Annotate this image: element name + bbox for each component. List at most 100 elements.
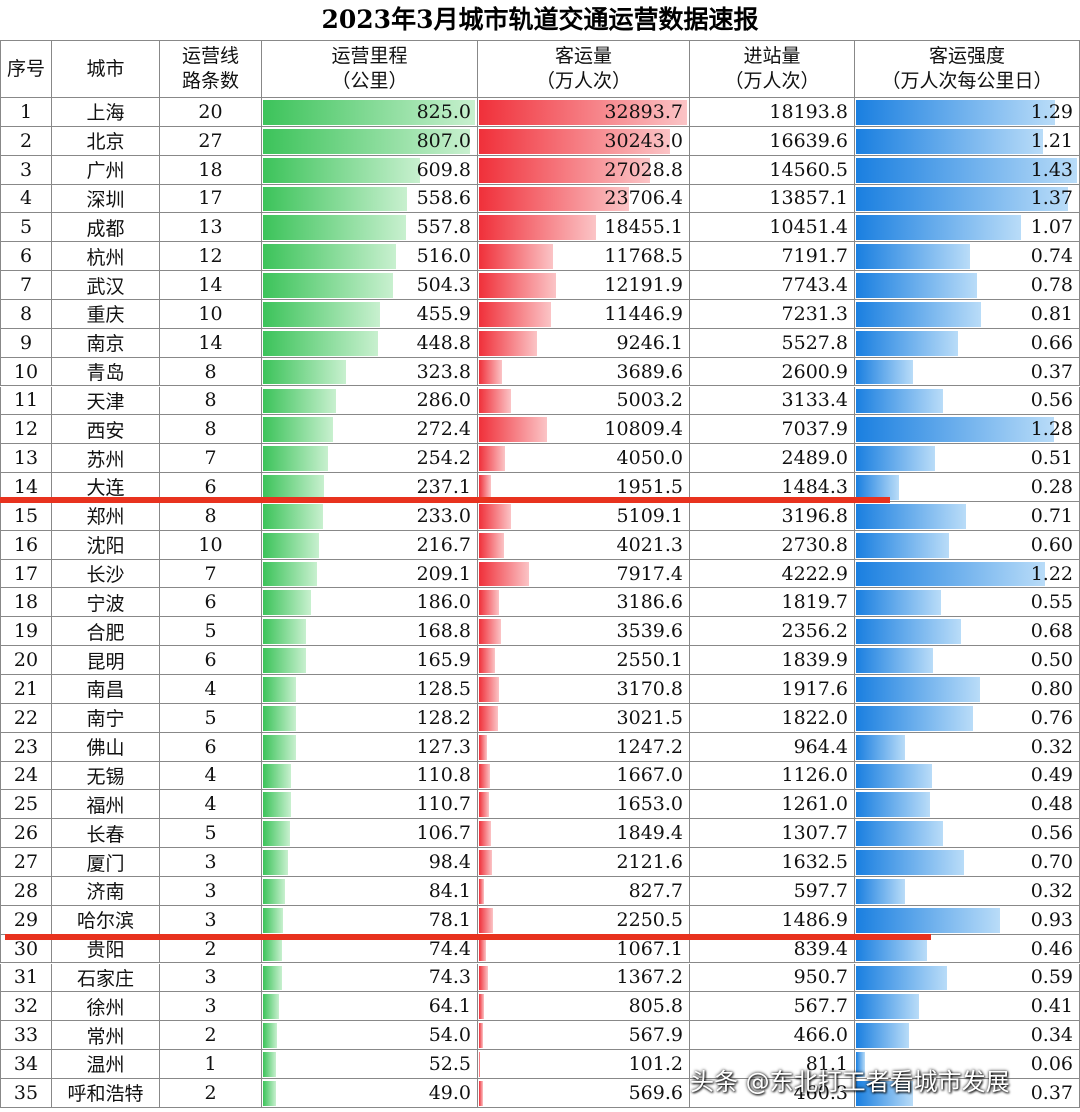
table-cell: 30 [0,934,52,964]
header-cell: 客运量 （万人次） [478,40,690,98]
data-bar [263,1080,276,1106]
table-cell: 温州 [52,1050,160,1079]
table-cell: 557.8 [262,213,478,243]
table-cell: 22 [0,703,52,733]
data-bar [479,330,538,356]
table-cell: 0.93 [855,905,1080,935]
data-bar [263,677,297,702]
data-bar [856,734,906,760]
table-cell: 7 [160,444,262,474]
data-bar [856,792,931,818]
table-cell: 3 [160,963,262,993]
table-cell: 466.0 [690,1021,855,1051]
table-cell: 127.3 [262,732,478,762]
data-bar [263,301,381,327]
table-cell: 168.8 [262,617,478,647]
table-cell: 2 [160,1021,262,1051]
table-cell: 1632.5 [690,848,855,877]
data-bar [479,475,492,500]
data-bar [856,503,966,529]
table-cell: 20 [0,646,52,675]
data-bar [856,100,1056,125]
data-bar [479,100,687,125]
header-cell: 进站量 （万人次） [690,40,855,98]
table-cell: 64.1 [262,992,478,1022]
table-cell: 上海 [52,98,160,127]
table-cell: 3 [160,848,262,877]
data-bar [479,677,500,702]
table-cell: 8 [160,501,262,531]
table-cell: 7917.4 [478,559,690,589]
table-cell: 3689.6 [478,357,690,387]
table-cell: 106.7 [262,819,478,849]
table-cell: 216.7 [262,530,478,560]
annotation-line [0,497,890,503]
data-bar [479,532,505,558]
data-bar [479,648,496,673]
table-cell: 徐州 [52,992,160,1022]
table-cell: 1849.4 [478,819,690,849]
data-bar [263,446,329,472]
header-text: 客运强度 [928,45,1005,67]
table-cell: 0.51 [855,444,1080,474]
table-cell: 1486.9 [690,905,855,935]
table-cell: 31 [0,963,52,993]
table-cell: 7743.4 [690,271,855,300]
header-text: 运营里程 [331,45,408,67]
data-bar [479,215,596,241]
table-cell: 27028.8 [478,155,690,185]
data-bar [856,705,974,731]
data-bar [856,446,935,472]
annotation-line [5,934,931,940]
data-bar [263,705,296,731]
table-cell: 569.6 [478,1078,690,1108]
data-bar [856,244,971,270]
table-cell: 807.0 [262,126,478,156]
table-cell: 深圳 [52,184,160,214]
table-cell: 2600.9 [690,357,855,387]
table-cell: 1 [160,1050,262,1079]
table-cell: 81.1 [690,1050,855,1079]
table-cell: 2121.6 [478,848,690,877]
table-cell: 0.34 [855,1021,1080,1051]
data-bar [263,792,292,818]
header-text: 进站量 [743,45,801,67]
data-bar [479,821,491,847]
table-cell: 4021.3 [478,530,690,560]
table-cell: 无锡 [52,761,160,791]
data-bar [263,619,307,645]
data-bar [479,359,503,385]
data-bar [263,965,283,991]
data-bar [479,763,490,789]
header-cell: 运营里程 （公里） [262,40,478,98]
table-cell: 5 [0,213,52,243]
data-bar [263,215,407,241]
data-bar [856,359,914,385]
table-cell: 74.3 [262,963,478,993]
table-cell: 98.4 [262,848,478,877]
table-cell: 1667.0 [478,761,690,791]
table-cell: 272.4 [262,415,478,445]
table-cell: 11 [0,386,52,416]
table-cell: 165.9 [262,646,478,675]
table-cell: 4 [160,675,262,704]
header-cell: 序号 [0,40,52,98]
data-bar [479,503,512,529]
table-cell: 2 [160,934,262,964]
table-cell: 3021.5 [478,703,690,733]
data-bar [263,763,292,789]
data-bar [479,417,548,443]
table-cell: 0.78 [855,271,1080,300]
table-cell: 沈阳 [52,530,160,560]
data-bar [479,186,629,212]
table-cell: 8 [160,386,262,416]
table-cell: 青岛 [52,357,160,387]
table-cell: 重庆 [52,299,160,329]
table-cell: 455.9 [262,299,478,329]
data-bar [479,590,500,616]
table-cell: 18 [0,588,52,618]
table-cell: 常州 [52,1021,160,1051]
data-bar [856,301,982,327]
table-cell: 10451.4 [690,213,855,243]
